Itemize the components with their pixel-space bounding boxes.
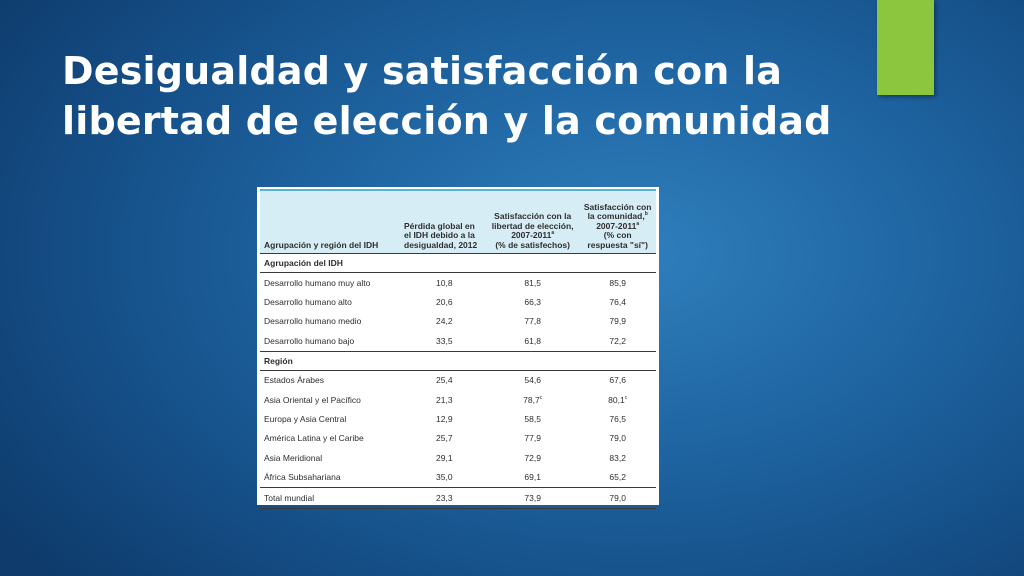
freedom-value: 54,6 — [524, 375, 541, 386]
table-row: Desarrollo humano alto 20,6 66,3 76,4 — [260, 292, 656, 311]
freedom-satisfaction-cell: 54,6 — [486, 370, 579, 390]
freedom-value: 77,9 — [524, 433, 541, 444]
slide-title: Desigualdad y satisfacción con la libert… — [62, 49, 832, 143]
row-label: Asia Oriental y el Pacífico — [264, 394, 361, 405]
community-value: 76,4 — [609, 297, 626, 308]
community-value: 79,9 — [609, 316, 626, 327]
inequality-loss-cell: 21,3 — [436, 394, 453, 405]
freedom-value: 72,9 — [524, 452, 541, 463]
inequality-loss-cell: 29,1 — [436, 452, 453, 463]
community-satisfaction-cell: 72,2 — [579, 331, 656, 351]
freedom-satisfaction-cell: 73,9 — [486, 486, 580, 509]
freedom-satisfaction-cell: 72,9 — [486, 448, 579, 467]
freedom-satisfaction-cell: 61,8 — [486, 331, 579, 351]
footnote-marker: c — [539, 394, 543, 401]
table-row: Europa y Asia Central 12,9 58,5 76,5 — [260, 409, 656, 428]
row-label: Europa y Asia Central — [264, 414, 347, 425]
table-row: Desarrollo humano medio 24,2 77,8 79,9 — [260, 312, 656, 331]
total-row: Total mundial 23,3 73,9 79,0 — [260, 486, 656, 509]
community-value: 80,1 — [608, 394, 625, 405]
table-row: Estados Árabes 25,4 54,6 67,6 — [260, 370, 656, 390]
footnote-marker: c — [624, 394, 628, 401]
section-title: Agrupación del IDH — [260, 253, 656, 273]
inequality-loss-cell: 20,6 — [436, 297, 453, 308]
community-value: 65,2 — [609, 472, 626, 483]
community-satisfaction-cell: 79,0 — [579, 486, 656, 509]
freedom-value: 77,8 — [524, 316, 541, 327]
section-header-row: Agrupación del IDH — [260, 253, 656, 273]
community-satisfaction-cell: 79,9 — [579, 312, 656, 331]
freedom-value: 61,8 — [524, 335, 541, 346]
inequality-loss-cell: 35,0 — [436, 472, 453, 483]
freedom-value: 78,7 — [523, 394, 540, 405]
table-row: Desarrollo humano muy alto 10,8 81,5 85,9 — [260, 273, 656, 293]
inequality-loss-cell: 24,2 — [436, 316, 453, 327]
table-row: África Subsahariana 35,0 69,1 65,2 — [260, 468, 656, 488]
freedom-satisfaction-cell: 77,8 — [486, 312, 579, 331]
freedom-satisfaction-cell: 69,1 — [486, 468, 579, 488]
community-satisfaction-cell: 80,1c — [579, 390, 656, 409]
inequality-loss-cell: 10,8 — [436, 277, 453, 288]
community-satisfaction-cell: 76,5 — [579, 409, 656, 428]
freedom-satisfaction-cell: 78,7c — [486, 390, 579, 409]
column-header-group: Agrupación y región del IDH — [260, 189, 400, 254]
freedom-value: 66,3 — [524, 297, 541, 308]
table-row: Asia Oriental y el Pacífico 21,3 78,7c 80,1… — [260, 390, 656, 409]
community-satisfaction-cell: 76,4 — [579, 292, 656, 311]
table-body: Agrupación del IDH Desarrollo humano muy … — [260, 253, 656, 509]
community-satisfaction-cell: 79,0 — [579, 429, 656, 448]
row-label: África Subsahariana — [264, 472, 341, 483]
table-header-row: Agrupación y región del IDH Pérdida glob… — [260, 189, 656, 254]
community-satisfaction-cell: 65,2 — [579, 468, 656, 488]
section-header-row: Región — [260, 350, 656, 371]
column-header-community-satisfaction: Satisfacción con la comunidad,b 2007-2011… — [579, 189, 656, 254]
community-satisfaction-cell: 83,2 — [579, 448, 656, 467]
inequality-loss-cell: 23,3 — [400, 486, 486, 509]
inequality-loss-cell: 12,9 — [436, 414, 453, 425]
row-label: Total mundial — [260, 486, 400, 509]
inequality-loss-cell: 25,7 — [436, 433, 453, 444]
table-card: Agrupación y región del IDH Pérdida glob… — [257, 187, 659, 509]
row-label: América Latina y el Caribe — [264, 433, 364, 444]
accent-bar — [877, 0, 934, 95]
community-satisfaction-cell: 67,6 — [579, 370, 656, 390]
table-row: Asia Meridional 29,1 72,9 83,2 — [260, 448, 656, 467]
freedom-value: 81,5 — [524, 277, 541, 288]
inequality-loss-cell: 33,5 — [436, 335, 453, 346]
column-header-inequality-loss: Pérdida global en el IDH debido a la des… — [400, 189, 486, 254]
freedom-satisfaction-cell: 58,5 — [486, 409, 579, 428]
section-title: Región — [260, 350, 656, 371]
data-table: Agrupación y región del IDH Pérdida glob… — [260, 189, 656, 509]
freedom-satisfaction-cell: 81,5 — [486, 273, 579, 293]
column-header-freedom-satisfaction: Satisfacción con la libertad de elección… — [486, 189, 580, 254]
row-label: Desarrollo humano alto — [264, 297, 352, 308]
row-label: Desarrollo humano medio — [264, 316, 362, 327]
community-value: 83,2 — [609, 452, 626, 463]
freedom-satisfaction-cell: 77,9 — [486, 429, 579, 448]
table-row: Desarrollo humano bajo 33,5 61,8 72,2 — [260, 331, 656, 351]
row-label: Desarrollo humano bajo — [264, 335, 355, 346]
row-label: Estados Árabes — [264, 375, 325, 386]
community-value: 79,0 — [609, 433, 626, 444]
community-value: 67,6 — [609, 375, 626, 386]
row-label: Desarrollo humano muy alto — [264, 277, 371, 288]
community-value: 72,2 — [609, 335, 626, 346]
freedom-value: 58,5 — [524, 414, 541, 425]
community-satisfaction-cell: 85,9 — [579, 273, 656, 293]
freedom-satisfaction-cell: 66,3 — [486, 292, 579, 311]
table-row: América Latina y el Caribe 25,7 77,9 79,0 — [260, 429, 656, 448]
inequality-loss-cell: 25,4 — [436, 375, 453, 386]
row-label: Asia Meridional — [264, 452, 323, 463]
freedom-value: 69,1 — [524, 472, 541, 483]
community-value: 76,5 — [609, 414, 626, 425]
community-value: 85,9 — [609, 277, 626, 288]
